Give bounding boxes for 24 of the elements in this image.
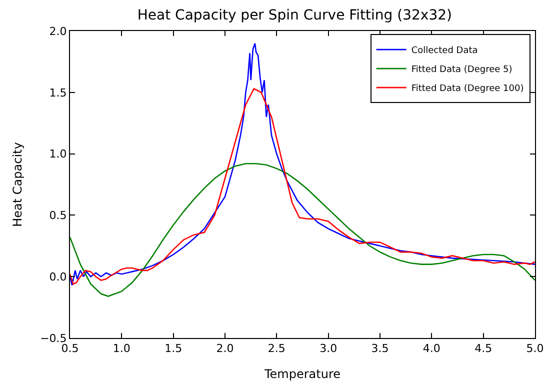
x-tick-label: 4.0 — [422, 342, 440, 356]
legend-label: Collected Data — [411, 46, 478, 56]
x-tick-label: 5.0 — [526, 342, 544, 356]
y-tick-label: 1.5 — [49, 86, 67, 100]
x-axis-title: Temperature — [263, 367, 341, 382]
line-series — [70, 42, 535, 286]
y-tick-label: 1.0 — [49, 148, 67, 161]
y-tick-label: 2.0 — [49, 24, 67, 38]
x-tick-label: 1.5 — [164, 342, 182, 356]
x-tick-label: 1.0 — [112, 342, 130, 356]
x-tick-label: 0.5 — [61, 342, 79, 356]
y-axis-title: Heat Capacity — [10, 142, 24, 227]
x-tick-label: 3.0 — [320, 342, 338, 356]
legend-label: Fitted Data (Degree 5) — [411, 65, 512, 76]
x-tick-label: 3.5 — [371, 342, 389, 356]
x-tick-label: 2.0 — [216, 342, 234, 356]
x-tick-label: 2.5 — [268, 342, 286, 356]
y-tick-label: 0.5 — [49, 209, 67, 222]
line-series — [70, 162, 535, 297]
chart-title: Heat Capacity per Spin Curve Fitting (32x32) — [137, 8, 452, 24]
legend-label: Fitted Data (Degree 100) — [411, 84, 524, 94]
y-tick-label: 0.0 — [49, 270, 67, 284]
x-tick-label: 4.5 — [474, 342, 492, 356]
y-tick-label: −0.5 — [40, 332, 67, 345]
